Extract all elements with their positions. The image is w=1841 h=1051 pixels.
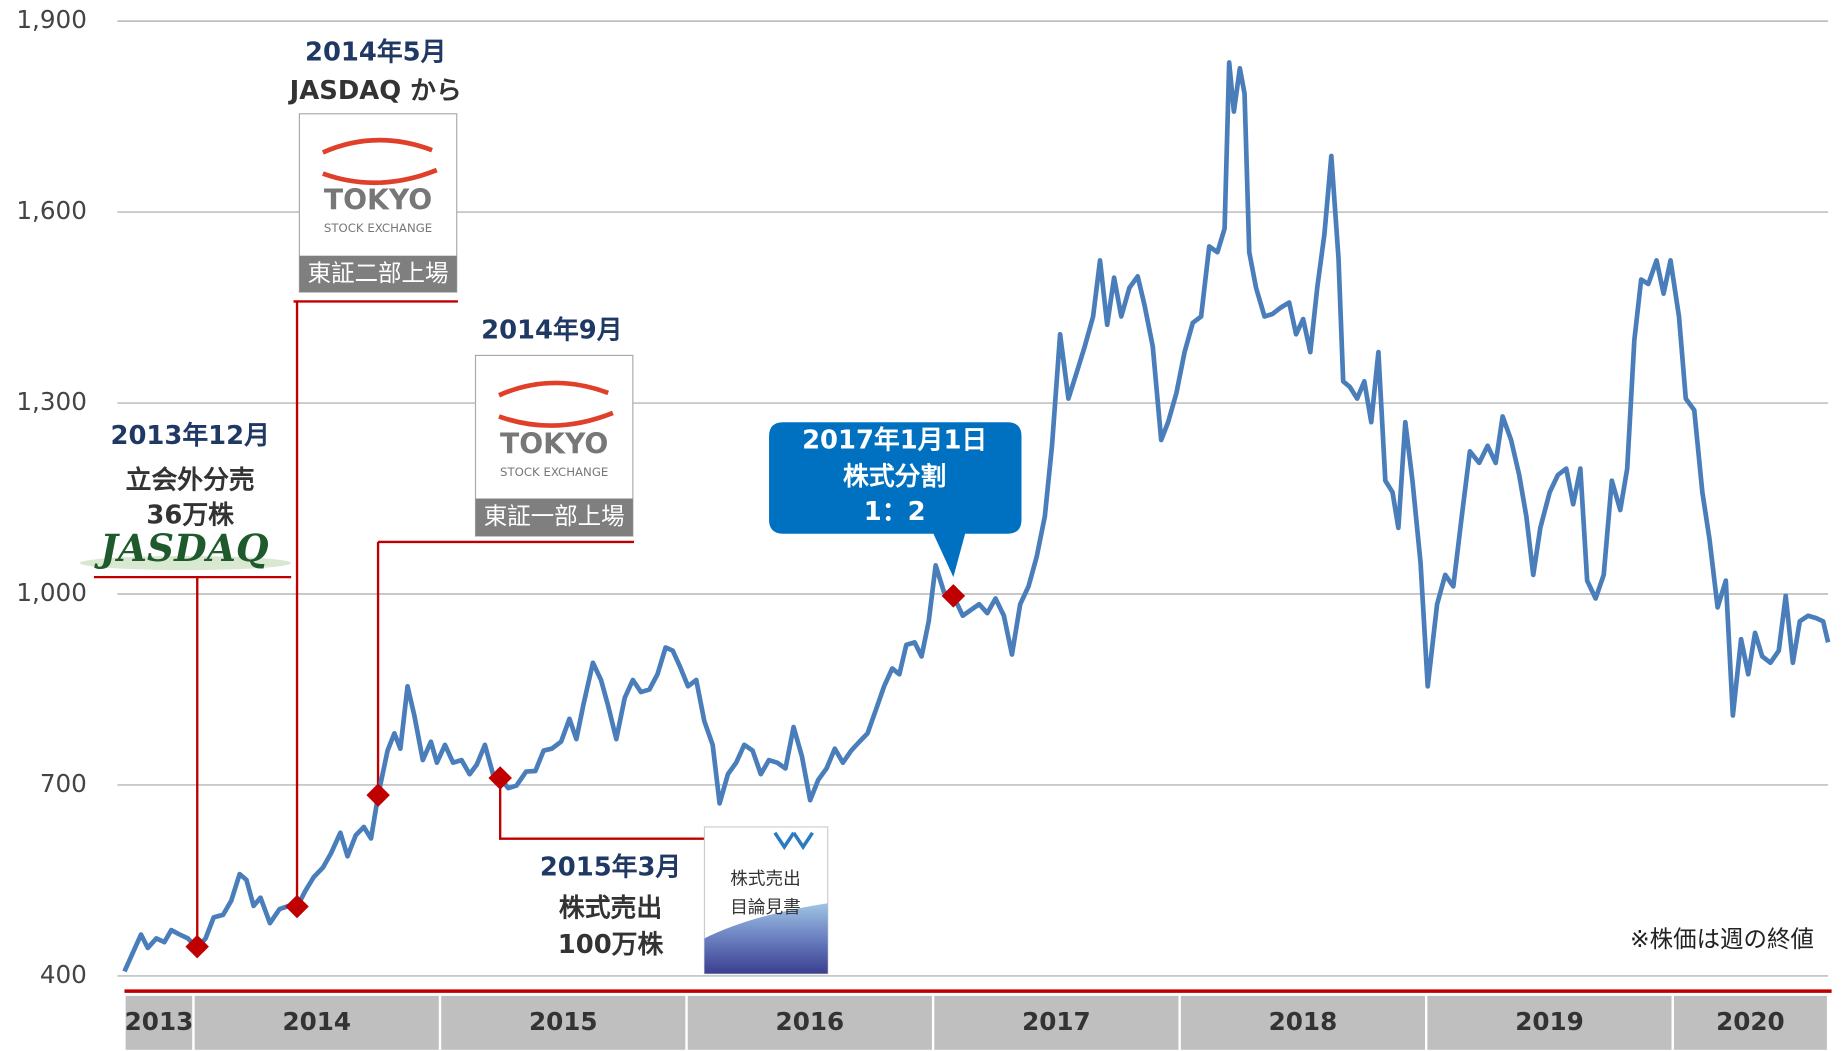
annotation-date: 2017年1月1日 bbox=[802, 425, 987, 456]
annotation-text: 立会外分売 bbox=[126, 464, 255, 495]
y-tick-label: 700 bbox=[40, 769, 87, 798]
document-text: 目論見書 bbox=[730, 898, 800, 918]
annotation: 2017年1月1日 株式分割 1：2 bbox=[769, 422, 1021, 577]
leader-line bbox=[94, 577, 291, 938]
x-tick-label: 2015 bbox=[529, 1007, 598, 1036]
x-tick-label: 2020 bbox=[1716, 1007, 1785, 1036]
event-marker bbox=[366, 783, 389, 806]
logo-caption: 東証二部上場 bbox=[308, 259, 449, 287]
annotation: 2014年5月 JASDAQ から TOKYO STOCK EXCHANGE 東… bbox=[288, 36, 462, 898]
annotation-text: 100万株 bbox=[558, 930, 664, 960]
annotation-date: 2014年5月 bbox=[305, 36, 446, 67]
event-marker bbox=[285, 895, 308, 918]
annotation-date: 2014年9月 bbox=[481, 314, 622, 345]
jasdaq-logo: JASDAQ bbox=[94, 526, 269, 570]
y-tick-label: 400 bbox=[40, 960, 87, 989]
x-tick-label: 2017 bbox=[1022, 1007, 1091, 1036]
y-tick-label: 1,000 bbox=[16, 578, 87, 607]
annotation-text: 株式売出 bbox=[559, 894, 662, 924]
leader-line bbox=[500, 786, 704, 839]
logo-text: TOKYO bbox=[500, 428, 608, 461]
chart: 4007001,0001,3001,6001,900 2013201420152… bbox=[0, 0, 1841, 1051]
logo-text: STOCK EXCHANGE bbox=[500, 465, 608, 479]
x-tick-label: 2016 bbox=[776, 1007, 845, 1036]
x-tick-label: 2014 bbox=[282, 1007, 351, 1036]
annotation: 2013年12月 立会外分売 36万株 JASDAQ bbox=[80, 420, 291, 939]
document-text: 株式売出 bbox=[730, 870, 800, 890]
logo-text: STOCK EXCHANGE bbox=[324, 221, 432, 235]
y-tick-label: 1,900 bbox=[16, 5, 87, 34]
annotation-date: 2013年12月 bbox=[111, 420, 270, 451]
logo-text: TOKYO bbox=[324, 184, 432, 217]
annotation: 2015年3月 株式売出 100万株 株式売出 目論見書 bbox=[500, 786, 828, 974]
y-tick-label: 1,600 bbox=[16, 196, 87, 225]
x-tick-label: 2013 bbox=[125, 1007, 194, 1036]
annotation-text: 株式分割 bbox=[843, 461, 946, 492]
y-tick-label: 1,300 bbox=[16, 387, 87, 416]
year-band: 2013 2014 2015 2016 2017 2018 2019 2020 bbox=[124, 995, 1828, 1051]
annotation-text: 1：2 bbox=[864, 497, 926, 527]
note: ※株価は週の終値 bbox=[1630, 925, 1814, 953]
x-tick-label: 2018 bbox=[1269, 1007, 1338, 1036]
logo-caption: 東証一部上場 bbox=[484, 502, 625, 530]
annotation-date: 2015年3月 bbox=[540, 852, 681, 883]
x-tick-label: 2019 bbox=[1515, 1007, 1584, 1036]
event-marker bbox=[942, 584, 965, 607]
annotation-text: JASDAQ から bbox=[288, 76, 462, 106]
